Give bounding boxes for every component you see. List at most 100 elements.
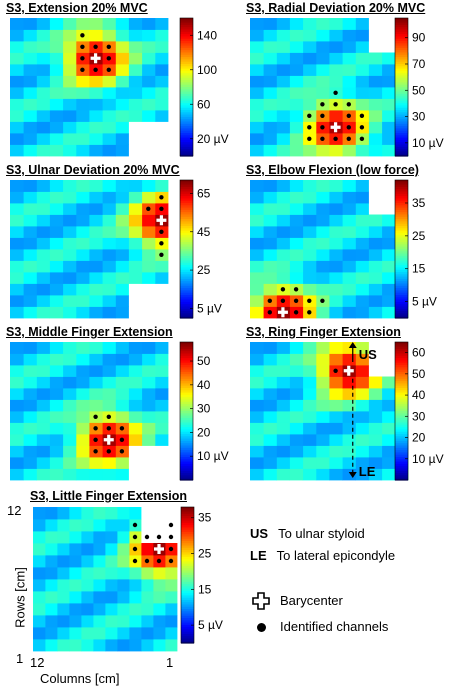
heatmap-cell — [355, 237, 369, 250]
heatmap-cell — [355, 376, 369, 389]
heatmap-cell — [276, 237, 290, 250]
heatmap-cell — [276, 191, 290, 204]
heatmap-cell — [75, 214, 90, 227]
heatmap-cell — [23, 457, 37, 469]
colorbar-segment — [395, 342, 408, 345]
colorbar-segment — [395, 374, 408, 378]
heatmap-cell — [93, 531, 106, 544]
heatmap-cell — [141, 75, 156, 88]
heatmap-cell — [23, 144, 37, 157]
colorbar-segment — [180, 73, 193, 77]
colorbar-segment — [395, 281, 408, 285]
heatmap-cell — [342, 306, 356, 319]
heatmap-cell — [45, 543, 58, 556]
heatmap-cell — [57, 507, 70, 520]
heatmap-cell — [329, 295, 343, 307]
heatmap-cell — [368, 468, 383, 481]
colorbar-segment — [180, 397, 193, 401]
colorbar-segment — [180, 244, 193, 248]
colorbar-segment — [180, 226, 193, 229]
colorbar-tick-label: 10 µV — [197, 449, 229, 463]
colorbar-segment — [395, 212, 408, 216]
heatmap-cell — [115, 121, 129, 134]
colorbar-segment — [395, 401, 408, 405]
heatmap-cell — [62, 121, 77, 134]
heatmap-cell — [102, 203, 116, 215]
heatmap-cell — [10, 180, 24, 192]
colorbar-segment — [180, 20, 193, 24]
heatmap-cell — [141, 52, 156, 65]
colorbar-segment — [395, 447, 408, 451]
heatmap-cell — [141, 180, 156, 192]
heatmap-cell — [75, 283, 90, 296]
heatmap-cell — [57, 579, 70, 592]
heatmap-cell — [128, 272, 143, 284]
heatmap-cell — [75, 306, 90, 319]
colorbar-segment — [395, 301, 408, 305]
colorbar-segment — [181, 565, 194, 569]
colorbar-segment — [181, 595, 194, 599]
heatmap-cell — [289, 388, 304, 400]
heatmap-cell — [342, 388, 356, 400]
heatmap-cell — [263, 29, 277, 42]
barycenter-marker — [90, 53, 101, 64]
heatmap-cell — [329, 342, 343, 354]
colorbar-segment — [180, 29, 193, 33]
colorbar-segment — [395, 239, 408, 243]
colorbar-segment — [395, 112, 408, 116]
heatmap-cell — [289, 191, 304, 204]
heatmap-cell — [115, 306, 129, 319]
heatmap-cell — [49, 180, 64, 192]
heatmap-cell — [93, 567, 106, 580]
heatmap-cell — [49, 41, 64, 53]
heatmap-cell — [36, 191, 50, 204]
heatmap-cell — [355, 399, 369, 412]
colorbar-segment — [395, 184, 408, 188]
heatmap-cell — [263, 457, 277, 469]
heatmap-cell — [36, 87, 50, 99]
colorbar-segment — [180, 351, 193, 355]
heatmap-cell — [49, 399, 64, 412]
colorbar-segment — [395, 424, 408, 428]
colorbar-segment — [181, 550, 194, 553]
heatmap-cell — [342, 272, 356, 284]
colorbar-segment — [395, 36, 408, 40]
heatmap-cell — [381, 457, 396, 469]
heatmap-cell — [302, 399, 317, 412]
colorbar-segment — [180, 429, 193, 433]
colorbar-segment — [180, 346, 193, 350]
colorbar-segment — [180, 274, 193, 278]
identified-channel-marker — [159, 195, 164, 200]
heatmap-cell — [36, 237, 50, 250]
heatmap-cell — [329, 272, 343, 284]
colorbar-segment — [180, 180, 193, 183]
heatmap-cell — [154, 87, 169, 99]
heatmap-cell — [315, 226, 330, 238]
colorbar-segment — [181, 541, 194, 544]
heatmap-cell — [315, 445, 330, 458]
colorbar-segment — [180, 311, 193, 314]
heatmap-cell — [315, 214, 330, 227]
colorbar-segment — [180, 142, 193, 146]
colorbar-segment — [180, 470, 193, 474]
heatmap-cell — [329, 376, 343, 389]
heatmap-cell — [10, 29, 24, 42]
colorbar-segment — [395, 376, 408, 380]
heatmap-cell — [329, 399, 343, 412]
heatmap-cell — [36, 353, 50, 366]
heatmap-cell — [89, 29, 103, 42]
colorbar-segment — [395, 196, 408, 199]
colorbar-segment — [180, 283, 193, 287]
heatmap-cell — [342, 283, 356, 296]
heatmap-cell — [23, 133, 37, 145]
colorbar-segment — [395, 422, 408, 426]
colorbar-segment — [181, 552, 194, 556]
identified-channel-marker — [320, 102, 325, 107]
heatmap-cell — [302, 260, 317, 273]
colorbar-tick-label: 20 — [412, 431, 426, 445]
heatmap-cell — [33, 507, 46, 520]
colorbar-frame — [394, 179, 409, 319]
colorbar-segment — [181, 563, 194, 567]
colorbar-segment — [395, 223, 408, 227]
heatmap-cell — [342, 295, 356, 307]
